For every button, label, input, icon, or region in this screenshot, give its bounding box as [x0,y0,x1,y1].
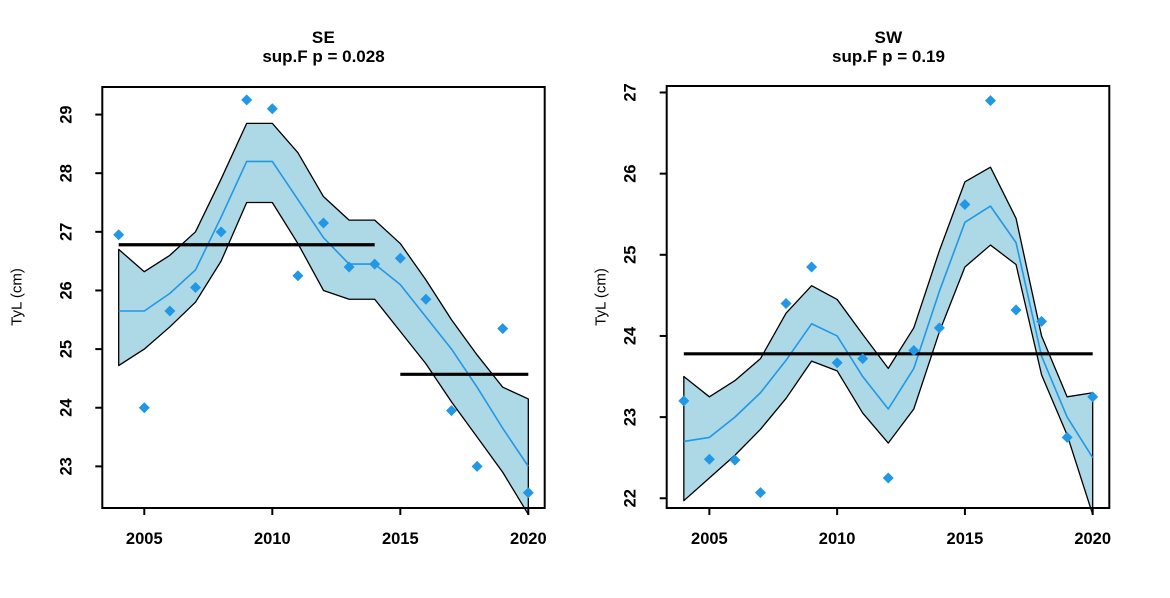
data-point-diamond [420,293,432,305]
data-point-diamond [522,487,534,499]
y-tick-label: 23 [622,408,640,426]
data-point-diamond [984,95,996,107]
plot-border-box [101,86,546,509]
y-tick-label: 28 [57,164,75,182]
data-point-diamond [933,322,945,334]
x-tick-label: 2005 [691,530,728,548]
confidence-band [118,122,529,516]
data-point-diamond [266,103,278,115]
sw-panel-subtitle: sup.F p = 0.19 [832,47,945,66]
se-panel-title: SE [311,28,336,47]
data-point-diamond [369,258,381,270]
data-point-diamond [959,198,971,210]
x-tick-label: 2020 [1074,530,1111,548]
data-point-diamond [164,305,176,317]
se-y-axis-label: TyL (cm) [8,268,26,326]
y-tick-label: 24 [57,398,75,417]
x-tick-label: 2005 [126,530,163,548]
data-point-diamond [318,217,329,229]
data-point-diamond [497,323,509,335]
data-point-diamond [215,226,227,238]
sw-panel-title: SW [874,28,903,47]
data-point-diamond [292,270,304,282]
data-point-diamond [343,261,355,273]
data-point-diamond [189,282,201,294]
confidence-band [683,166,1094,516]
x-tick-label: 2015 [947,530,984,548]
data-point-diamond [729,454,741,466]
y-tick-label: 27 [57,223,75,241]
data-point-diamond [857,353,869,365]
y-tick-label: 27 [622,83,640,101]
se-panel-header: SE sup.F p = 0.028 [102,28,545,66]
data-point-diamond [138,402,150,414]
x-tick-label: 2010 [254,530,291,548]
data-point-diamond [1036,315,1048,327]
plot-border-box [665,85,1111,509]
x-tick-label: 2020 [510,530,547,548]
data-point-diamond [1061,431,1073,443]
data-point-diamond [446,405,458,417]
data-point-diamond [113,229,125,241]
se-panel-subtitle: sup.F p = 0.028 [262,47,385,66]
data-point-diamond [241,94,253,106]
data-point-diamond [806,261,818,273]
data-point-diamond [1010,304,1022,316]
data-point-diamond [882,472,894,484]
y-tick-label: 26 [57,281,75,299]
sw-y-axis-label: TyL (cm) [592,268,610,326]
data-point-diamond [1087,391,1099,403]
data-point-diamond [703,453,715,465]
x-tick-label: 2010 [819,530,856,548]
y-tick-label: 25 [622,246,640,264]
y-tick-label: 29 [57,105,75,123]
data-point-diamond [471,460,483,472]
y-tick-label: 25 [57,340,75,358]
y-tick-label: 24 [622,326,640,345]
fit-line [683,205,1094,459]
y-tick-label: 26 [622,164,640,182]
data-point-diamond [394,252,406,264]
data-point-diamond [908,345,920,357]
data-point-diamond [831,357,843,369]
fit-line [118,160,529,467]
x-tick-label: 2015 [382,530,419,548]
sw-panel-header: SW sup.F p = 0.19 [667,28,1110,66]
y-tick-label: 23 [57,457,75,475]
y-tick-label: 22 [622,489,640,507]
data-point-diamond [754,487,766,499]
data-point-diamond [678,395,690,407]
data-point-diamond [780,297,792,309]
